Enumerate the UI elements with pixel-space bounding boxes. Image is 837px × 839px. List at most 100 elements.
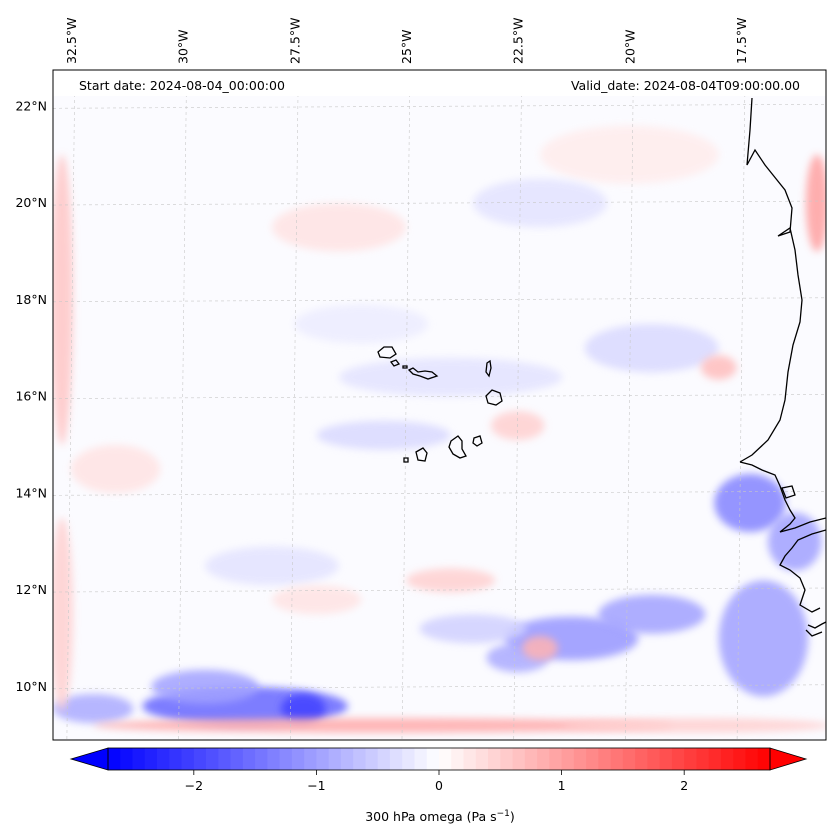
lon-tick-label: 20°W — [622, 29, 637, 64]
colorbar-tick-label: 1 — [558, 778, 566, 793]
omega-feature-9 — [714, 473, 786, 532]
omega-feature-19 — [53, 154, 74, 445]
island-santo-antao — [377, 346, 397, 359]
omega-feature-24 — [271, 203, 406, 252]
colorbar-cell — [414, 748, 428, 770]
colorbar-cell — [524, 748, 538, 770]
colorbar-extend-high — [769, 747, 808, 771]
island-maio — [472, 435, 483, 447]
omega-feature-25 — [473, 178, 608, 228]
colorbar-cell — [389, 748, 403, 770]
lon-tick-label: 27.5°W — [287, 18, 302, 64]
lat-tick-label: 10°N — [15, 679, 47, 694]
island-brava — [403, 457, 409, 463]
colorbar-cell — [635, 748, 648, 770]
colorbar-label-exponent: −1 — [497, 809, 510, 819]
island-sao-nicolau — [407, 367, 439, 380]
colorbar-cell — [132, 748, 146, 770]
colorbar-cell — [696, 748, 710, 770]
omega-feature-26 — [204, 546, 339, 586]
colorbar-cell — [157, 748, 170, 770]
parallel-2 — [53, 490, 826, 496]
colorbar-cell — [120, 748, 133, 770]
omega-feature-20 — [53, 517, 74, 711]
omega-feature-17 — [584, 323, 719, 373]
colorbar-label: 300 hPa omega (Pa s−1) — [365, 809, 515, 824]
colorbar-cell — [426, 748, 440, 770]
colorbar-cell — [193, 748, 207, 770]
lat-tick-label: 20°N — [15, 195, 47, 210]
colorbar-cell — [647, 748, 661, 770]
island-santa-luzia — [402, 365, 408, 369]
colorbar-cell — [573, 748, 587, 770]
lat-tick-label: 18°N — [15, 292, 47, 307]
colorbar-cell — [218, 748, 231, 770]
lat-tick-label: 14°N — [15, 485, 47, 500]
omega-feature-4 — [93, 718, 675, 733]
colorbar-cell — [757, 748, 771, 770]
colorbar-cell — [255, 748, 268, 770]
colorbar-cell — [206, 748, 219, 770]
colorbar-label-text: 300 hPa omega (Pa s — [365, 809, 496, 824]
omega-feature-12 — [419, 614, 527, 644]
colorbar-cell — [671, 748, 685, 770]
meridian-4 — [513, 70, 522, 740]
omega-feature-14 — [405, 568, 496, 593]
latitude-tick-labels: 10°N 12°N 14°N 16°N 18°N 20°N 22°N — [15, 98, 47, 694]
valid-date-label: Valid_date: 2024-08-04T09:00:00.00 — [571, 78, 800, 93]
lon-tick-label: 17.5°W — [734, 18, 749, 64]
colorbar-cell — [279, 748, 293, 770]
parallel-3 — [53, 394, 826, 399]
colorbar-cell — [402, 748, 415, 770]
meridian-2 — [289, 70, 299, 740]
longitude-tick-labels: 32.5°W 30°W 27.5°W 25°W 22.5°W 20°W 17.5°W — [64, 18, 749, 64]
colorbar-cell — [365, 748, 379, 770]
coastline-africa-south — [739, 461, 826, 637]
colorbar-cell — [304, 748, 317, 770]
colorbar-cell — [708, 748, 722, 770]
colorbar-cell — [733, 748, 746, 770]
colorbar-cell — [291, 748, 305, 770]
colorbar-cells — [108, 748, 771, 770]
island-boa-vista — [485, 389, 503, 406]
colorbar-cell — [328, 748, 342, 770]
colorbar-cell — [475, 748, 489, 770]
lon-tick-label: 22.5°W — [511, 18, 526, 64]
colorbar-cell — [720, 748, 734, 770]
gridlines — [53, 70, 826, 740]
omega-feature-28 — [700, 355, 737, 380]
colorbar-cell — [242, 748, 256, 770]
colorbar-cell — [500, 748, 513, 770]
omega-feature-21 — [805, 154, 826, 252]
island-sao-vicente — [389, 359, 401, 367]
lat-tick-label: 22°N — [15, 98, 47, 113]
omega-feature-13 — [522, 635, 558, 661]
colorbar-cell — [353, 748, 366, 770]
colorbar-cell — [512, 748, 526, 770]
colorbar-cell — [316, 748, 330, 770]
island-sal — [485, 359, 492, 378]
colorbar-cell — [230, 748, 244, 770]
colorbar-cell — [169, 748, 182, 770]
omega-feature-16 — [338, 357, 563, 397]
omega-feature-7 — [598, 594, 706, 634]
lon-tick-label: 30°W — [176, 29, 191, 64]
colorbar-cell — [745, 748, 759, 770]
omega-feature-2 — [53, 694, 134, 724]
colorbar: −2 −1 0 1 2 300 hPa omega (Pa s−1) — [69, 747, 808, 824]
colorbar-cell — [622, 748, 636, 770]
lon-tick-label: 32.5°W — [64, 18, 79, 64]
colorbar-cell — [659, 748, 673, 770]
colorbar-cell — [108, 748, 121, 770]
island-santiago — [448, 435, 467, 459]
map-panel: Start date: 2024-08-04_00:00:00 Valid_da… — [15, 18, 827, 741]
lat-tick-label: 12°N — [15, 582, 47, 597]
coastline-africa-notch — [781, 485, 796, 499]
start-date-label: Start date: 2024-08-04_00:00:00 — [79, 78, 285, 93]
colorbar-cell — [451, 748, 464, 770]
parallel-0 — [53, 684, 826, 690]
colorbar-cell — [610, 748, 624, 770]
coastline-africa-north — [739, 97, 803, 463]
omega-feature-15 — [316, 420, 451, 450]
